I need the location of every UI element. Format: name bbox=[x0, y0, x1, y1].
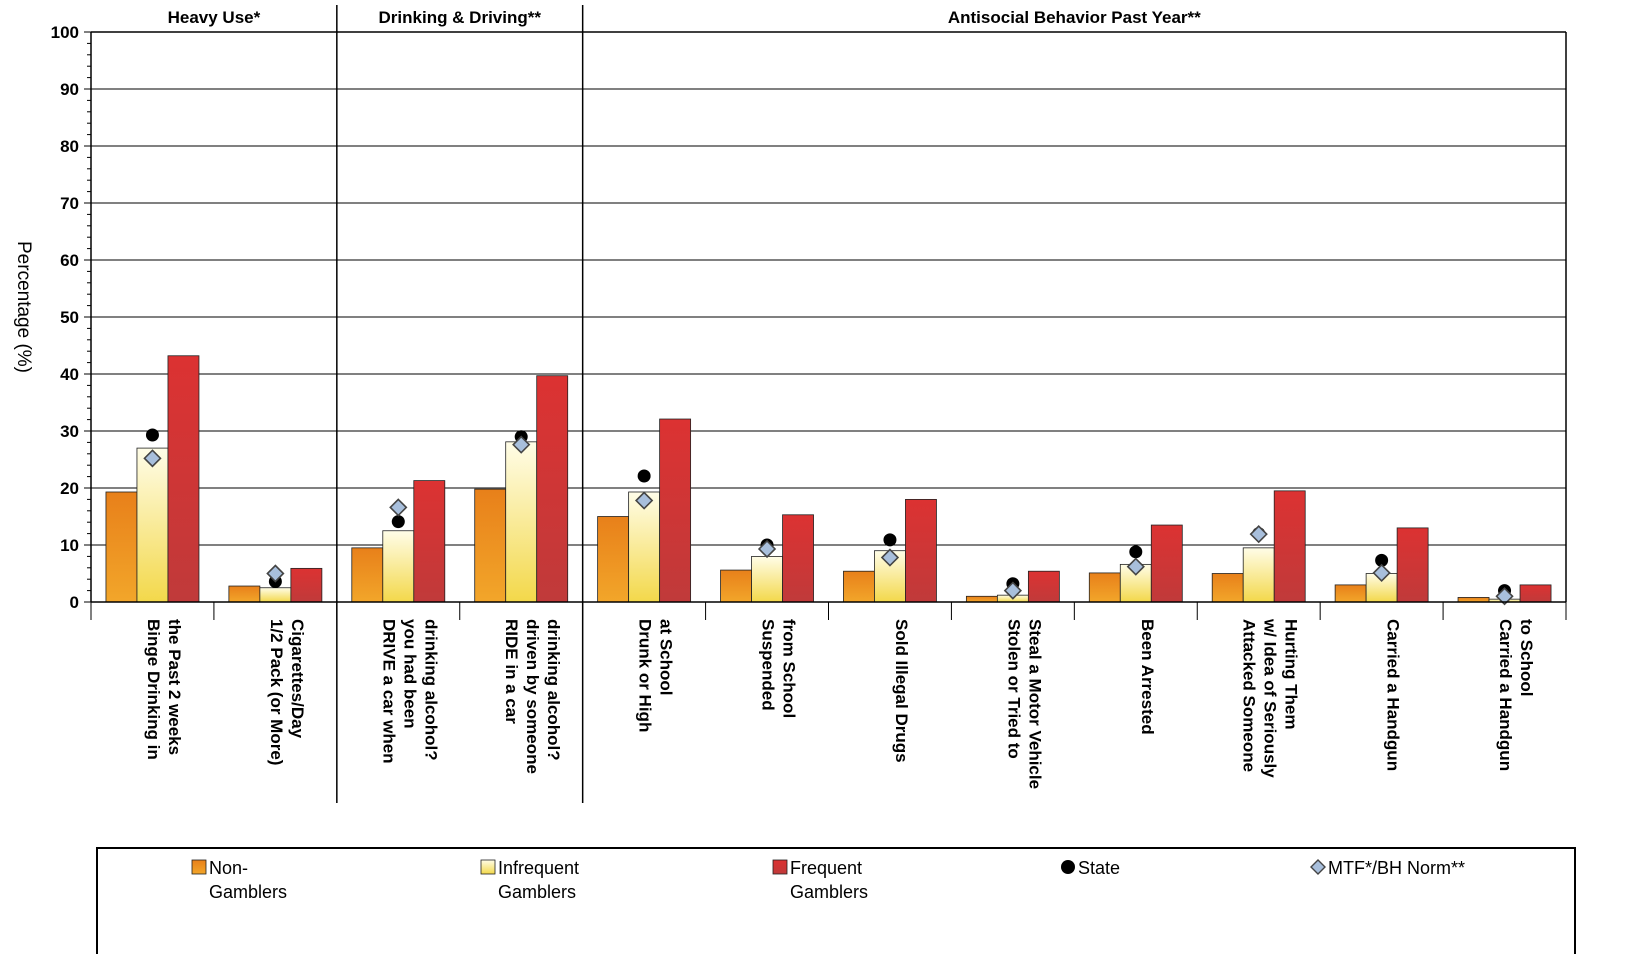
legend-swatch bbox=[1061, 860, 1075, 874]
legend-swatch bbox=[480, 859, 496, 875]
category-label: Stolen or Tried to Steal a Motor Vehicle bbox=[1004, 619, 1044, 789]
category-label: DRIVE a car when you had been drinking alc… bbox=[379, 619, 440, 764]
bar bbox=[351, 547, 384, 603]
y-tick-label: 40 bbox=[60, 365, 79, 384]
markers bbox=[143, 428, 1514, 606]
legend-label: Infrequent Gamblers bbox=[498, 858, 579, 902]
bar bbox=[965, 595, 998, 603]
state-marker bbox=[883, 533, 897, 547]
legend-label: Non-Gamblers bbox=[209, 858, 287, 902]
group-label: Heavy Use* bbox=[168, 8, 261, 27]
legend-swatch bbox=[191, 859, 207, 875]
bar bbox=[782, 514, 814, 603]
bar bbox=[136, 447, 169, 603]
norm-marker bbox=[266, 564, 285, 583]
bar bbox=[1027, 570, 1060, 603]
norm-marker bbox=[1249, 525, 1268, 544]
bar bbox=[751, 556, 783, 603]
bar bbox=[1334, 584, 1367, 603]
bar bbox=[290, 567, 323, 603]
state-marker bbox=[391, 515, 405, 529]
group-label: Antisocial Behavior Past Year** bbox=[948, 8, 1201, 27]
bar bbox=[105, 491, 138, 603]
bar bbox=[1211, 573, 1244, 603]
bar bbox=[1242, 547, 1275, 603]
norm-marker bbox=[634, 491, 654, 510]
y-tick-label: 60 bbox=[60, 251, 79, 270]
group-label: Drinking & Driving** bbox=[379, 8, 542, 27]
bar bbox=[259, 587, 292, 603]
y-tick-label: 0 bbox=[70, 593, 79, 612]
state-marker bbox=[1129, 545, 1143, 559]
category-label: Attacked Someone w/ Idea of Seriously Hurt… bbox=[1240, 618, 1301, 778]
norm-marker bbox=[389, 498, 408, 517]
bar bbox=[382, 530, 415, 603]
category-label: Been Arrested bbox=[1138, 619, 1157, 735]
category-label: 1/2 Pack (or More) Cigarettes/Day bbox=[267, 619, 307, 765]
y-tick-label: 70 bbox=[60, 194, 79, 213]
category-label: Carried a Handgun to School bbox=[1496, 619, 1536, 771]
y-tick-label: 10 bbox=[60, 536, 79, 555]
y-tick-label: 20 bbox=[60, 479, 79, 498]
bar bbox=[1519, 584, 1552, 603]
bar bbox=[843, 570, 875, 603]
state-marker bbox=[1375, 553, 1389, 567]
legend-label: Frequent Gamblers bbox=[790, 858, 868, 902]
gridlines bbox=[91, 31, 1566, 546]
bar bbox=[659, 418, 692, 603]
legend-box bbox=[96, 847, 1576, 954]
bar bbox=[413, 480, 446, 603]
category-label: Carried a Handgun bbox=[1384, 619, 1403, 771]
norm-marker bbox=[880, 548, 900, 567]
norm-marker bbox=[1372, 563, 1391, 583]
state-marker bbox=[145, 428, 159, 442]
bar bbox=[720, 569, 752, 603]
y-tick-label: 50 bbox=[60, 308, 79, 327]
axes bbox=[84, 5, 1567, 803]
bar bbox=[536, 375, 569, 603]
category-label: RIDE in a car driven by someone drinking a… bbox=[502, 619, 563, 774]
category-label: Suspended from School bbox=[759, 619, 799, 718]
norm-marker bbox=[1003, 581, 1023, 600]
bar bbox=[597, 516, 630, 603]
bar bbox=[1273, 490, 1306, 603]
norm-marker bbox=[1126, 557, 1145, 576]
norm-marker bbox=[143, 449, 162, 468]
norm-marker bbox=[757, 539, 777, 559]
bar bbox=[474, 488, 507, 603]
legend-label: State bbox=[1078, 858, 1120, 878]
category-label: Drunk or High at School bbox=[636, 619, 676, 732]
y-tick-label: 100 bbox=[51, 23, 79, 42]
norm-marker bbox=[1495, 587, 1514, 606]
legend-label: MTF*/BH Norm** bbox=[1328, 858, 1465, 878]
norm-marker bbox=[512, 435, 531, 454]
y-tick-label: 90 bbox=[60, 80, 79, 99]
legend-swatch bbox=[772, 859, 788, 875]
labels: 0 10 20 30 40 50 60 70 80 90 100 Percentage (%) Heav… bbox=[13, 8, 1536, 789]
y-tick-label: 30 bbox=[60, 422, 79, 441]
y-axis-title: Percentage (%) bbox=[13, 241, 34, 373]
bar bbox=[1088, 572, 1121, 603]
bar bbox=[505, 441, 538, 603]
bar bbox=[905, 498, 937, 603]
bar bbox=[228, 585, 261, 603]
state-marker bbox=[637, 469, 651, 483]
category-label: Sold Illegal Drugs bbox=[892, 619, 911, 763]
y-tick-label: 80 bbox=[60, 137, 79, 156]
legend: Non-Gamblers Infrequent Gamblers Frequent Ga… bbox=[96, 847, 1576, 954]
legend-swatch bbox=[1310, 859, 1326, 875]
bar bbox=[1150, 524, 1183, 603]
category-label: Binge Drinking in the Past 2 weeks bbox=[144, 619, 184, 760]
bar bbox=[167, 355, 200, 603]
bar bbox=[1396, 527, 1429, 603]
bars bbox=[105, 355, 1552, 603]
